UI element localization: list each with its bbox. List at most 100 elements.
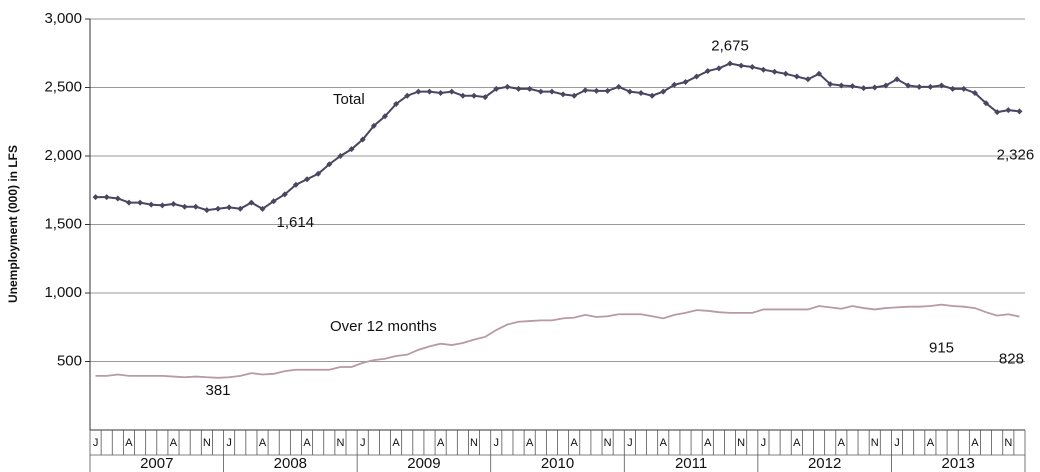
point-marker [304, 176, 311, 183]
point-marker [727, 60, 734, 67]
point-marker [114, 195, 121, 202]
point-marker [203, 207, 210, 214]
series-label: Over 12 months [330, 318, 437, 335]
point-marker [905, 82, 912, 89]
point-marker [137, 199, 144, 206]
point-marker [693, 73, 700, 80]
point-marker [270, 198, 277, 205]
y-tick-label: 1,500 [44, 215, 82, 232]
point-marker [381, 113, 388, 120]
x-tick-label: N [470, 437, 478, 449]
point-marker [515, 85, 522, 92]
point-marker [738, 62, 745, 69]
point-marker [181, 203, 188, 210]
point-marker [760, 66, 767, 73]
year-label: 2012 [808, 455, 841, 472]
point-marker [159, 202, 166, 209]
x-tick-label: A [571, 437, 579, 449]
point-marker [493, 85, 500, 92]
point-marker [793, 73, 800, 80]
point-marker [838, 82, 845, 89]
point-marker [849, 83, 856, 90]
x-tick-label: N [737, 437, 745, 449]
point-marker [437, 89, 444, 96]
point-marker [860, 85, 867, 92]
data-label: 2,326 [997, 146, 1035, 163]
point-marker [660, 88, 667, 95]
point-marker [804, 76, 811, 83]
point-marker [359, 136, 366, 143]
x-tick-label: A [793, 437, 801, 449]
point-marker [971, 89, 978, 96]
point-marker [649, 92, 656, 99]
point-marker [749, 63, 756, 70]
point-marker [471, 92, 478, 99]
point-marker [560, 91, 567, 98]
point-marker [593, 87, 600, 94]
point-marker [426, 88, 433, 95]
data-label: 381 [205, 382, 230, 399]
point-marker [526, 85, 533, 92]
x-tick-label: A [971, 437, 979, 449]
point-marker [504, 83, 511, 90]
point-marker [871, 84, 878, 91]
x-tick-label: J [761, 437, 767, 449]
point-marker [816, 70, 823, 77]
y-axis-label: Unemployment (000) in LFS [6, 145, 20, 303]
x-tick-label: J [894, 437, 900, 449]
x-tick-label: N [203, 437, 211, 449]
point-marker [916, 83, 923, 90]
point-marker [882, 82, 889, 89]
point-marker [960, 85, 967, 92]
point-marker [1005, 107, 1012, 114]
y-tick-label: 2,000 [44, 147, 82, 164]
point-marker [1016, 108, 1023, 115]
point-marker [170, 200, 177, 207]
point-marker [548, 88, 555, 95]
point-marker [448, 88, 455, 95]
year-label: 2010 [541, 455, 574, 472]
x-tick-label: J [494, 437, 500, 449]
series-line [95, 303, 1020, 379]
point-marker [292, 181, 299, 188]
point-marker [626, 88, 633, 95]
y-tick-label: 2,500 [44, 78, 82, 95]
x-tick-label: A [259, 437, 267, 449]
point-marker [827, 81, 834, 88]
point-marker [459, 92, 466, 99]
x-tick-label: J [93, 437, 99, 449]
x-tick-label: A [838, 437, 846, 449]
point-marker [248, 199, 255, 206]
year-label: 2013 [942, 455, 975, 472]
x-tick-label: A [526, 437, 534, 449]
point-marker [348, 146, 355, 153]
point-marker [482, 94, 489, 101]
point-marker [370, 122, 377, 129]
point-marker [404, 92, 411, 99]
point-marker [326, 161, 333, 168]
y-tick-label: 1,000 [44, 284, 82, 301]
point-marker [337, 153, 344, 159]
point-marker [415, 88, 422, 95]
point-marker [125, 199, 132, 206]
x-tick-label: A [392, 437, 400, 449]
point-marker [671, 81, 678, 88]
point-marker [983, 100, 990, 107]
x-tick-label: N [336, 437, 344, 449]
point-marker [615, 83, 622, 90]
point-marker [92, 194, 99, 201]
year-label: 2007 [140, 455, 173, 472]
point-marker [315, 170, 322, 177]
x-tick-label: A [437, 437, 445, 449]
y-tick-label: 3,000 [44, 10, 82, 27]
data-label: 1,614 [277, 214, 315, 231]
point-marker [237, 205, 244, 212]
point-marker [259, 205, 266, 212]
point-marker [103, 194, 110, 201]
x-tick-label: A [660, 437, 668, 449]
x-tick-label: J [627, 437, 633, 449]
point-marker [704, 68, 711, 75]
x-tick-label: A [303, 437, 311, 449]
point-marker [782, 70, 789, 77]
